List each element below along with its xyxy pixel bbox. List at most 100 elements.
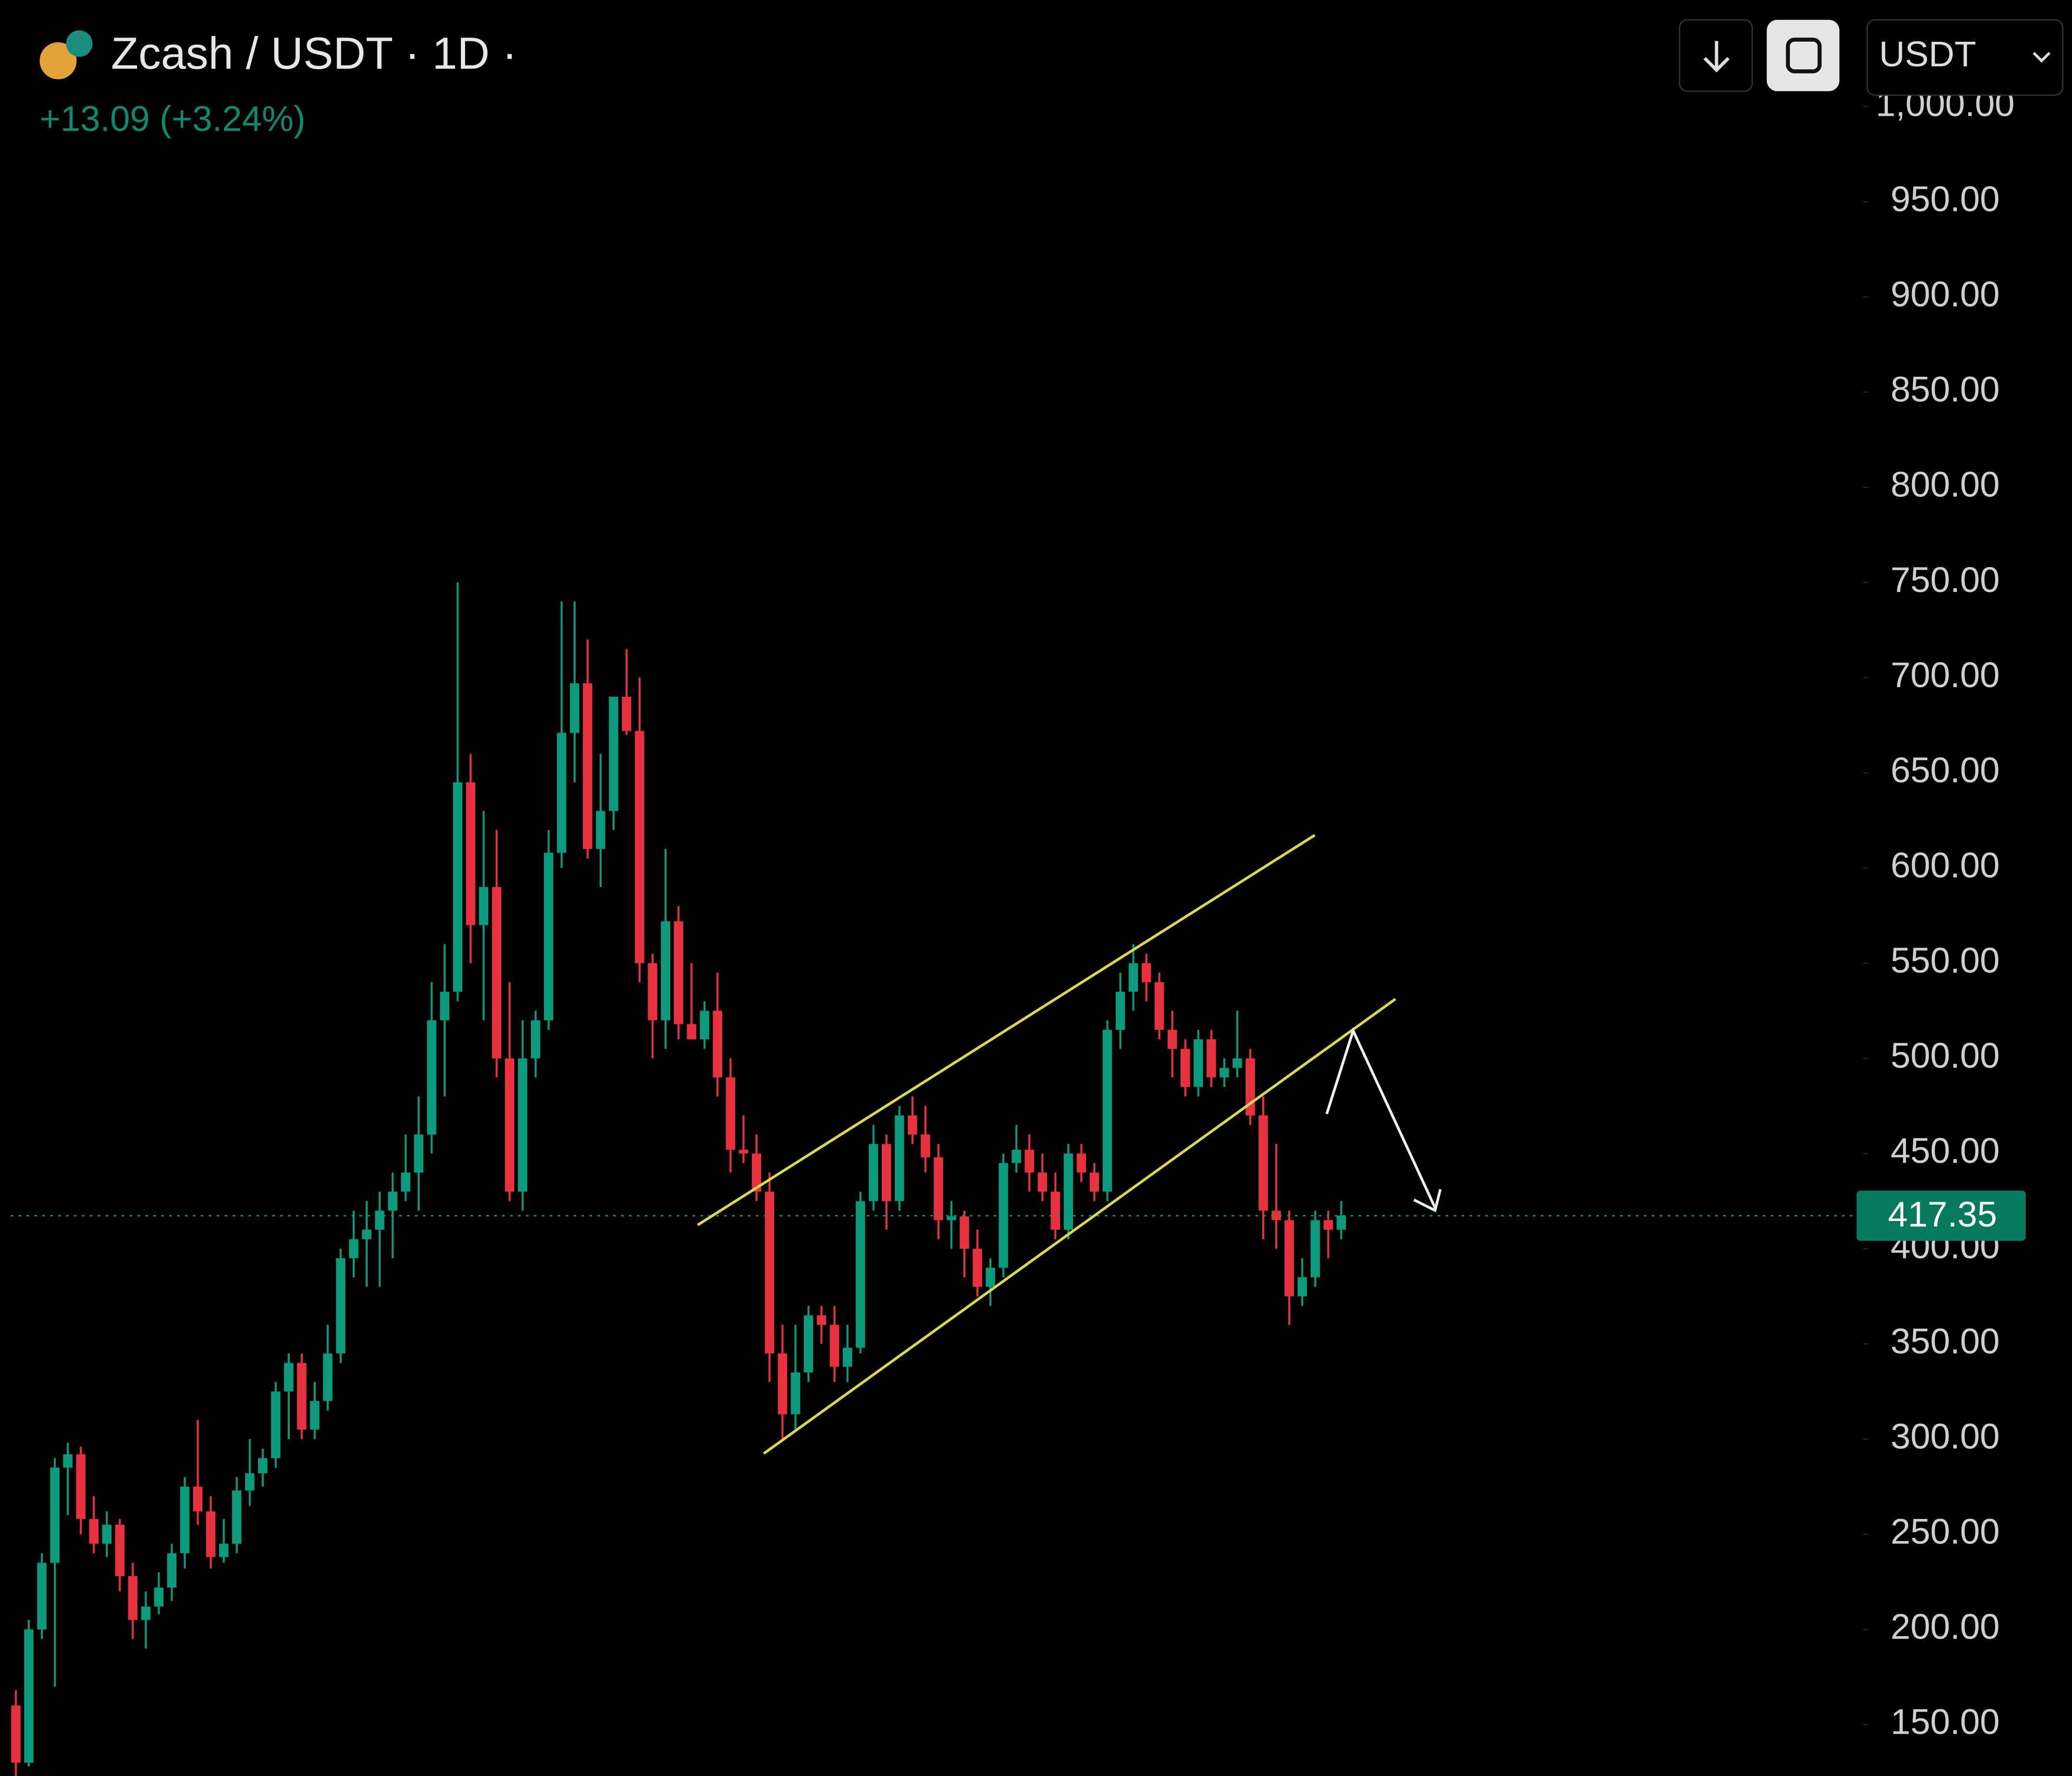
candle-body xyxy=(1271,1210,1281,1221)
candle-body xyxy=(934,1157,943,1221)
candle-body xyxy=(453,782,463,992)
candle-body xyxy=(1050,1191,1061,1230)
candle-body xyxy=(1233,1058,1242,1068)
candle-body xyxy=(1089,1172,1099,1192)
candle-body xyxy=(76,1454,86,1519)
candle-body xyxy=(154,1587,164,1607)
y-tick-label: 750.00 xyxy=(1890,560,1999,600)
network-badge xyxy=(66,30,93,57)
y-tick-label: 550.00 xyxy=(1890,940,1999,980)
candle-body xyxy=(1181,1048,1190,1087)
candle-body xyxy=(1024,1149,1034,1173)
coin-icon xyxy=(39,42,77,79)
candle-body xyxy=(829,1325,839,1367)
candle-body xyxy=(89,1519,99,1544)
quote-select-label: USDT xyxy=(1879,34,1976,74)
y-tick-label: 350.00 xyxy=(1890,1321,1999,1361)
candle-body xyxy=(102,1525,112,1544)
candle-body xyxy=(1011,1149,1021,1163)
fullscreen-button[interactable] xyxy=(1766,20,1839,91)
y-tick-label: 650.00 xyxy=(1890,750,1999,790)
header-bg xyxy=(0,0,1850,95)
y-tick-label: 200.00 xyxy=(1890,1607,1999,1647)
channel-lower-line xyxy=(763,998,1396,1455)
drawings xyxy=(697,834,1442,1455)
y-tick-label: 950.00 xyxy=(1890,179,1999,219)
candle-body xyxy=(284,1363,294,1392)
candle-body xyxy=(310,1401,320,1430)
last-price-tag xyxy=(1856,1190,2026,1241)
arrow-head xyxy=(1413,1189,1442,1212)
candle-body xyxy=(1284,1220,1294,1296)
candle-body xyxy=(921,1135,930,1158)
projection-arrow xyxy=(1325,1027,1436,1209)
candle-body xyxy=(1115,991,1125,1030)
candle-body xyxy=(739,1149,749,1154)
candle-body xyxy=(128,1576,138,1620)
candle-body xyxy=(855,1201,865,1348)
candle-body xyxy=(1207,1039,1216,1078)
candle-body xyxy=(271,1391,281,1458)
candle-body xyxy=(388,1191,397,1211)
candle-body xyxy=(206,1511,216,1557)
candle-body xyxy=(518,1058,528,1192)
candle-body xyxy=(1141,963,1151,983)
candle-body xyxy=(1076,1153,1086,1173)
last-price-label: 417.35 xyxy=(1888,1194,1997,1234)
candle-body xyxy=(180,1486,190,1554)
candle-body xyxy=(219,1543,229,1557)
price-change: +13.09 (+3.24%) xyxy=(40,99,306,139)
candle-body xyxy=(37,1563,47,1629)
candle-body xyxy=(1037,1172,1048,1192)
candle-body xyxy=(700,1011,709,1039)
candle-body xyxy=(24,1629,34,1763)
y-tick-label: 800.00 xyxy=(1890,465,1999,505)
candle-body xyxy=(583,683,592,849)
candle-body xyxy=(765,1191,775,1354)
candle-body xyxy=(882,1144,891,1201)
candle-body xyxy=(752,1153,762,1192)
candle-body xyxy=(1336,1215,1346,1230)
chevron xyxy=(2033,52,2051,63)
candle-body xyxy=(11,1705,21,1763)
candle-body xyxy=(1167,1030,1177,1049)
header: Zcash / USDT · 1D · +13.09 (+3.24%) USDT xyxy=(0,0,2064,139)
candle-body xyxy=(505,1058,515,1192)
candle-body xyxy=(530,1020,541,1059)
candle-body xyxy=(960,1216,969,1249)
candle-body xyxy=(63,1454,73,1468)
quote-select[interactable] xyxy=(1866,19,2064,96)
y-tick-label: 500.00 xyxy=(1890,1036,1999,1075)
y-tick-label: 300.00 xyxy=(1890,1416,1999,1456)
candle-body xyxy=(908,1115,917,1135)
candle-body xyxy=(726,1077,736,1150)
candle-body xyxy=(661,921,670,1021)
y-tick-label: 900.00 xyxy=(1890,274,1999,314)
candle-body xyxy=(596,811,605,849)
candle-body xyxy=(947,1216,956,1221)
candle-body xyxy=(1258,1115,1268,1211)
candle-body xyxy=(842,1347,852,1367)
candle-body xyxy=(115,1525,125,1577)
candle-body xyxy=(50,1468,60,1563)
candle-body xyxy=(986,1268,995,1287)
candle-body xyxy=(674,921,683,1024)
plot-area: 417.35 xyxy=(11,582,2026,1776)
candle-body xyxy=(440,991,450,1021)
y-tick-label: 250.00 xyxy=(1890,1512,1999,1552)
candle-body xyxy=(648,963,657,1021)
candle-body xyxy=(492,887,502,1059)
candle-body xyxy=(414,1135,424,1173)
candle-body xyxy=(1310,1220,1320,1278)
candle-body xyxy=(1102,1030,1112,1192)
candle-body xyxy=(635,731,644,963)
candle-body xyxy=(466,782,476,925)
candle-body xyxy=(1154,982,1164,1030)
candle-body xyxy=(1220,1068,1229,1078)
candle-body xyxy=(777,1353,788,1415)
candle-body xyxy=(609,696,618,811)
channel-upper-line xyxy=(697,834,1316,1226)
